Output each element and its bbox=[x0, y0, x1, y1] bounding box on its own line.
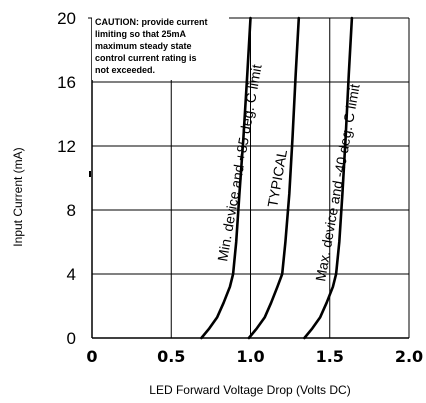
caution-line: CAUTION: provide current bbox=[95, 17, 208, 27]
series-curve-0 bbox=[200, 16, 252, 340]
y-axis-label: Input Current (mA) bbox=[11, 147, 25, 246]
y-tick-label: 16 bbox=[57, 73, 76, 92]
y-tick-label: 12 bbox=[57, 137, 76, 156]
x-tick-label: 2.0 bbox=[395, 347, 423, 366]
x-tick-label: 1.5 bbox=[316, 347, 344, 366]
caution-line: limiting so that 25mA bbox=[95, 29, 187, 39]
caution-line: maximum steady state bbox=[95, 41, 192, 51]
x-tick-label: 0.5 bbox=[157, 347, 185, 366]
series-curve-1 bbox=[247, 16, 301, 340]
caution-note: CAUTION: provide current limiting so tha… bbox=[92, 14, 229, 80]
x-tick-label: 0 bbox=[86, 347, 97, 366]
y-tick-label: 0 bbox=[67, 329, 76, 348]
y-tick-labels: 0 4 8 12 16 20 bbox=[57, 9, 76, 348]
caution-box bbox=[92, 14, 229, 80]
series-curve-2 bbox=[303, 16, 354, 340]
curves bbox=[200, 16, 354, 340]
y-tick-label: 4 bbox=[67, 265, 76, 284]
series-label-min: Min. device and +85 deg. C limit bbox=[214, 63, 264, 262]
caution-line: not exceeded. bbox=[95, 65, 155, 75]
x-tick-label: 1.0 bbox=[236, 347, 264, 366]
caution-line: control current rating is bbox=[95, 53, 197, 63]
x-tick-labels: 0 0.5 1.0 1.5 2.0 bbox=[86, 347, 423, 366]
y-tick-label: 8 bbox=[67, 201, 76, 220]
series-label-typical: TYPICAL bbox=[264, 148, 290, 208]
y-tick-label: 20 bbox=[57, 9, 76, 28]
x-axis-label: LED Forward Voltage Drop (Volts DC) bbox=[149, 383, 350, 397]
